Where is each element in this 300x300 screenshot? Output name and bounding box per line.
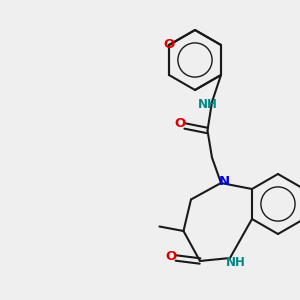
- Text: NH: NH: [197, 98, 218, 111]
- Text: O: O: [164, 38, 175, 52]
- Text: O: O: [175, 116, 186, 130]
- Text: N: N: [219, 175, 230, 188]
- Text: NH: NH: [225, 256, 245, 269]
- Text: O: O: [165, 250, 176, 263]
